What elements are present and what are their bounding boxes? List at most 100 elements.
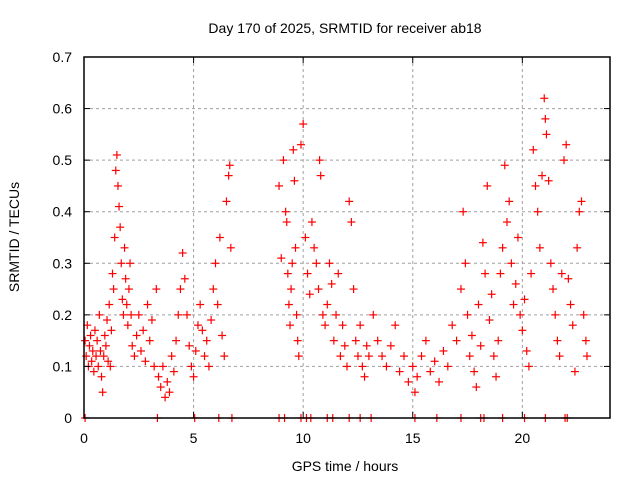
data-point (303, 269, 312, 278)
data-point (225, 161, 234, 170)
data-point (353, 352, 362, 361)
data-point (522, 346, 531, 355)
x-tick-label: 5 (190, 430, 198, 446)
data-point (174, 310, 183, 319)
data-point (95, 310, 104, 319)
data-point (86, 331, 95, 340)
data-point (81, 336, 90, 345)
data-point (538, 171, 547, 180)
data-point (187, 362, 196, 371)
data-point (426, 367, 435, 376)
data-point (89, 367, 98, 376)
data-point (332, 310, 341, 319)
data-point (113, 181, 122, 190)
data-point (570, 367, 579, 376)
data-point (126, 259, 135, 268)
data-point (100, 331, 109, 340)
data-point (222, 197, 231, 206)
data-point (180, 274, 189, 283)
data-point (399, 352, 408, 361)
data-point (141, 357, 150, 366)
data-point (301, 233, 310, 242)
data-point (314, 285, 323, 294)
data-point (134, 310, 143, 319)
data-point (549, 285, 558, 294)
data-point (90, 326, 99, 335)
data-point (474, 300, 483, 309)
data-point (275, 181, 284, 190)
y-tick-labels: 0 0.1 0.2 0.3 0.4 0.5 0.6 0.7 (53, 49, 73, 426)
x-axis-label: GPS time / hours (292, 458, 399, 474)
data-point (408, 362, 417, 371)
data-point (516, 310, 525, 319)
data-point (279, 156, 288, 165)
data-point (87, 357, 96, 366)
data-point (196, 300, 205, 309)
data-point (369, 310, 378, 319)
data-point (290, 176, 299, 185)
data-point (291, 243, 300, 252)
data-point (109, 285, 118, 294)
data-point (323, 300, 332, 309)
data-point (555, 352, 564, 361)
x-tick-label: 20 (515, 430, 531, 446)
data-point (121, 274, 130, 283)
data-point (130, 352, 139, 361)
x-tick-labels: 0 5 10 15 20 (80, 430, 530, 446)
data-point (417, 352, 426, 361)
data-point (581, 336, 590, 345)
data-point (107, 326, 116, 335)
data-point (96, 346, 105, 355)
data-point (176, 285, 185, 294)
data-point (92, 352, 101, 361)
data-point (281, 207, 290, 216)
data-point (202, 336, 211, 345)
data-point (116, 223, 125, 232)
ticks (83, 56, 610, 419)
data-point (139, 326, 148, 335)
data-point (448, 321, 457, 330)
data-point (99, 352, 108, 361)
data-point (204, 362, 213, 371)
data-point (553, 336, 562, 345)
data-point (511, 279, 520, 288)
data-point (288, 259, 297, 268)
data-point (487, 290, 496, 299)
data-point (307, 218, 316, 227)
y-tick-label: 0.7 (53, 49, 73, 65)
data-point (579, 310, 588, 319)
data-point (382, 362, 391, 371)
data-point (127, 310, 136, 319)
data-point (218, 331, 227, 340)
data-point (161, 393, 170, 402)
data-point (220, 352, 229, 361)
data-point (123, 321, 132, 330)
data-point (461, 259, 470, 268)
data-point (489, 352, 498, 361)
data-point (112, 150, 121, 159)
data-point (564, 274, 573, 283)
data-point (119, 310, 128, 319)
data-point (154, 372, 163, 381)
data-point (507, 259, 516, 268)
data-point (395, 367, 404, 376)
data-point (211, 259, 220, 268)
data-point (476, 341, 485, 350)
data-point (496, 269, 505, 278)
data-point (310, 243, 319, 252)
data-point (325, 259, 334, 268)
data-point (577, 197, 586, 206)
data-point (147, 316, 156, 325)
data-point (546, 259, 555, 268)
data-point (483, 181, 492, 190)
y-tick-label: 0 (64, 410, 72, 426)
data-point (282, 218, 291, 227)
data-point (312, 259, 321, 268)
data-point (318, 310, 327, 319)
data-point (404, 377, 413, 386)
data-point (124, 285, 133, 294)
data-point (287, 285, 296, 294)
data-point (167, 352, 176, 361)
data-point (191, 346, 200, 355)
data-point (529, 145, 538, 154)
